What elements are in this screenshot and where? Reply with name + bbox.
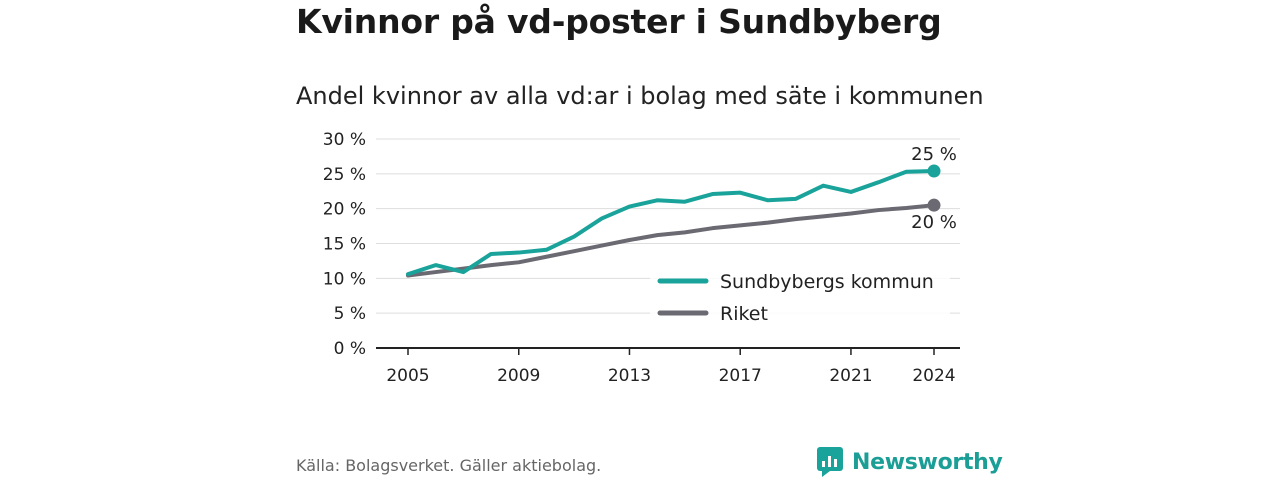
- y-tick-label: 20 %: [323, 200, 366, 220]
- x-tick-label: 2021: [829, 366, 872, 386]
- y-tick-label: 15 %: [323, 235, 366, 255]
- series-line-riket: [406, 203, 936, 278]
- x-tick-label: 2017: [719, 366, 762, 386]
- legend-label: Sundbybergs kommun: [720, 271, 934, 293]
- y-tick-label: 30 %: [323, 130, 366, 150]
- chart-title: Kvinnor på vd-poster i Sundbyberg: [296, 2, 942, 41]
- series-line-sundbyberg: [406, 169, 936, 277]
- x-tick-label: 2005: [386, 366, 429, 386]
- newsworthy-logo: Newsworthy: [816, 446, 1003, 478]
- legend-label: Riket: [720, 303, 768, 325]
- x-tick-label: 2009: [497, 366, 540, 386]
- chart-subtitle: Andel kvinnor av alla vd:ar i bolag med …: [296, 82, 984, 110]
- end-point-sundbyberg: [927, 164, 941, 178]
- x-tick-label: 2013: [608, 366, 651, 386]
- end-label-sundbyberg: 25 %: [911, 144, 957, 165]
- x-tick-label: 2024: [912, 366, 955, 386]
- source-note: Källa: Bolagsverket. Gäller aktiebolag.: [296, 456, 602, 475]
- y-tick-label: 5 %: [334, 304, 366, 324]
- y-tick-label: 0 %: [334, 339, 366, 359]
- y-tick-label: 25 %: [323, 165, 366, 185]
- end-label-riket: 20 %: [911, 212, 957, 233]
- y-tick-label: 10 %: [323, 269, 366, 289]
- brand-label: Newsworthy: [852, 449, 1003, 475]
- newsworthy-icon: [817, 447, 843, 477]
- end-point-riket: [927, 198, 941, 212]
